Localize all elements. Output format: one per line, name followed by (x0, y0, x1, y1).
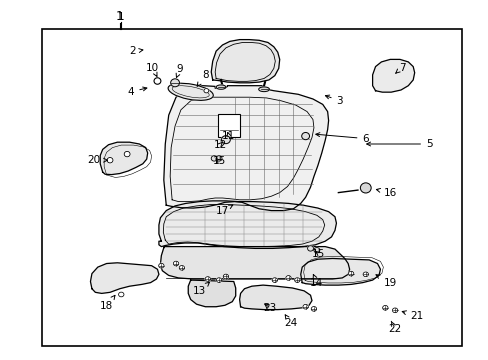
Ellipse shape (216, 278, 222, 282)
Text: 20: 20 (87, 155, 107, 165)
Ellipse shape (223, 274, 228, 279)
Ellipse shape (203, 89, 208, 93)
Text: 14: 14 (309, 274, 323, 288)
Text: 17: 17 (215, 205, 232, 216)
Bar (41, 29, 461, 346)
Ellipse shape (302, 305, 307, 309)
Text: 11: 11 (222, 131, 235, 141)
Ellipse shape (258, 87, 269, 91)
Text: 10: 10 (146, 63, 159, 76)
Ellipse shape (216, 156, 222, 161)
Text: 23: 23 (263, 303, 276, 313)
Ellipse shape (362, 272, 368, 277)
Ellipse shape (170, 79, 179, 87)
Polygon shape (159, 201, 336, 248)
Polygon shape (188, 280, 235, 307)
Text: 16: 16 (376, 188, 396, 198)
Polygon shape (90, 263, 159, 293)
Polygon shape (160, 247, 349, 279)
Ellipse shape (211, 156, 217, 161)
Text: 3: 3 (325, 95, 343, 106)
Ellipse shape (173, 261, 179, 266)
Ellipse shape (179, 266, 184, 270)
Text: 13: 13 (192, 282, 209, 296)
Text: 18: 18 (100, 295, 115, 311)
Ellipse shape (347, 271, 353, 276)
Ellipse shape (107, 158, 113, 163)
Text: 6: 6 (315, 132, 368, 144)
Ellipse shape (271, 278, 277, 282)
Text: 1: 1 (116, 10, 123, 23)
Ellipse shape (216, 85, 225, 89)
Ellipse shape (285, 276, 290, 280)
Ellipse shape (119, 292, 124, 297)
Text: 19: 19 (375, 275, 396, 288)
Text: 2: 2 (129, 46, 142, 57)
Ellipse shape (391, 308, 397, 312)
Text: 7: 7 (395, 63, 405, 73)
Ellipse shape (204, 276, 210, 282)
Ellipse shape (158, 264, 164, 268)
Ellipse shape (168, 83, 213, 100)
Ellipse shape (311, 307, 316, 311)
Bar (217, 114, 239, 137)
Text: 22: 22 (387, 321, 401, 334)
Text: 4: 4 (127, 87, 146, 97)
Text: 15: 15 (212, 156, 225, 166)
Polygon shape (372, 59, 414, 92)
Polygon shape (100, 142, 147, 175)
Text: 21: 21 (402, 311, 423, 321)
Text: 1: 1 (118, 12, 124, 22)
Ellipse shape (301, 132, 309, 140)
Text: 24: 24 (284, 315, 297, 328)
Polygon shape (239, 285, 311, 310)
Polygon shape (211, 40, 279, 83)
Ellipse shape (154, 78, 161, 84)
Ellipse shape (221, 136, 230, 144)
Text: 15: 15 (311, 249, 325, 259)
Polygon shape (300, 258, 380, 285)
Text: 8: 8 (197, 70, 208, 86)
Polygon shape (163, 86, 328, 211)
Ellipse shape (124, 152, 130, 157)
Ellipse shape (382, 305, 387, 310)
Ellipse shape (307, 246, 313, 251)
Ellipse shape (360, 183, 370, 193)
Text: 12: 12 (213, 140, 226, 150)
Text: 5: 5 (366, 139, 432, 149)
Text: 9: 9 (176, 64, 183, 77)
Ellipse shape (294, 278, 299, 282)
Ellipse shape (313, 248, 319, 253)
